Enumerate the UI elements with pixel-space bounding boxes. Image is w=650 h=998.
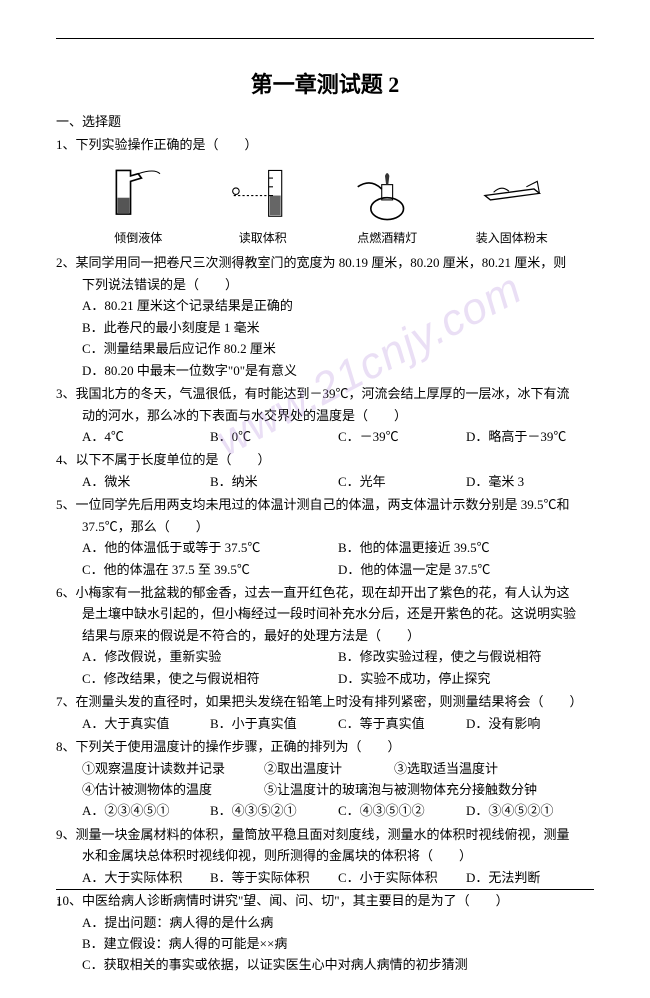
figure-4: 装入固体粉末 [473,165,551,246]
q1-text: 1、下列实验操作正确的是（ ） [56,134,594,155]
q6-opt-d: D．实验不成功，停止探究 [338,668,594,689]
q6-opt-b: B．修改实验过程，使之与假说相符 [338,646,594,667]
q6-row2: C．修改结果，使之与假说相符 D．实验不成功，停止探究 [56,668,594,689]
figure-row: 倾倒液体 读取体积 点燃酒精灯 装入固体粉末 [56,157,594,250]
q8-text: 8、下列关于使用温度计的操作步骤，正确的排列为（ ） [56,736,594,757]
page-title: 第一章测试题 2 [56,67,594,99]
question-10: 10、中医给病人诊断病情时讲究"望、闻、问、切"，其主要目的是为了（ ） A．提… [56,890,594,976]
q8-items2: ④估计被测物体的温度 ⑤让温度计的玻璃泡与被测物体充分接触数分钟 [56,779,594,800]
q6-line1: 6、小梅家有一批盆栽的郁金香，过去一直开红色花，现在却开出了紫色的花，有人认为这 [56,582,594,603]
q2-opt-a: A．80.21 厘米这个记录结果是正确的 [56,295,594,316]
figure-2-label: 读取体积 [239,229,287,246]
figure-3-label: 点燃酒精灯 [357,229,417,246]
q10-opt-c: C．获取相关的事实或依据，以证实医生心中对病人病情的初步猜测 [56,954,594,975]
q4-opt-c: C．光年 [338,471,466,492]
q6-line2: 是土壤中缺水引起的，但小梅经过一段时间补充水分后，还是开紫色的花。这说明实验 [56,603,594,624]
question-5: 5、一位同学先后用两支均未甩过的体温计测自己的体温，两支体温计示数分别是 39.… [56,494,594,580]
q9-opt-c: C．小于实际体积 [338,867,466,888]
question-9: 9、测量一块金属材料的体积，量筒放平稳且面对刻度线，测量水的体积时视线俯视，测量… [56,824,594,888]
q2-opt-d: D．80.20 中最末一位数字"0"是有意义 [56,360,594,381]
q3-options: A．4℃ B．0℃ C．－39℃ D．略高于－39℃ [56,426,594,447]
load-powder-icon [473,165,551,225]
q7-opt-c: C．等于真实值 [338,713,466,734]
figure-4-label: 装入固体粉末 [476,229,548,246]
q4-text: 4、以下不属于长度单位的是（ ） [56,449,594,470]
q2-opt-b: B．此卷尺的最小刻度是 1 毫米 [56,317,594,338]
question-2: 2、某同学用同一把卷尺三次测得教室门的宽度为 80.19 厘米，80.20 厘米… [56,252,594,381]
q5-opt-c: C．他的体温在 37.5 至 39.5℃ [82,559,338,580]
q7-opt-a: A．大于真实值 [82,713,210,734]
light-lamp-icon [348,165,426,225]
q8-opt-c: C．④③⑤①② [338,800,466,821]
page-number: 1 [56,895,62,910]
top-rule [56,38,594,39]
question-7: 7、在测量头发的直径时，如果把头发绕在铅笔上时没有排列紧密，则测量结果将会（ ）… [56,691,594,734]
q3-opt-b: B．0℃ [210,426,338,447]
bottom-rule [56,889,594,890]
question-1: 1、下列实验操作正确的是（ ） [56,134,594,155]
figure-2: 读取体积 [224,165,302,246]
figure-1-label: 倾倒液体 [114,229,162,246]
q5-opt-d: D．他的体温一定是 37.5℃ [338,559,594,580]
q6-opt-a: A．修改假说，重新实验 [82,646,338,667]
q9-opt-b: B．等于实际体积 [210,867,338,888]
q3-opt-d: D．略高于－39℃ [466,426,594,447]
q10-opt-a: A．提出问题：病人得的是什么病 [56,912,594,933]
q3-opt-c: C．－39℃ [338,426,466,447]
q4-opt-b: B．纳米 [210,471,338,492]
q8-items1: ①观察温度计读数并记录 ②取出温度计 ③选取适当温度计 [56,758,594,779]
q9-options: A．大于实际体积 B．等于实际体积 C．小于实际体积 D．无法判断 [56,867,594,888]
q7-opt-b: B．小于真实值 [210,713,338,734]
q4-opt-d: D．毫米 3 [466,471,594,492]
q3-line1: 3、我国北方的冬天，气温很低，有时能达到－39℃，河流会结上厚厚的一层冰，冰下有… [56,383,594,404]
q5-line2: 37.5℃，那么（ ） [56,516,594,537]
figure-1: 倾倒液体 [99,165,177,246]
question-8: 8、下列关于使用温度计的操作步骤，正确的排列为（ ） ①观察温度计读数并记录 ②… [56,736,594,822]
q7-options: A．大于真实值 B．小于真实值 C．等于真实值 D．没有影响 [56,713,594,734]
q3-line2: 动的河水，那么冰的下表面与水交界处的温度是（ ） [56,405,594,426]
question-4: 4、以下不属于长度单位的是（ ） A．微米 B．纳米 C．光年 D．毫米 3 [56,449,594,492]
figure-3: 点燃酒精灯 [348,165,426,246]
q9-line2: 水和金属块总体积时视线仰视，则所测得的金属块的体积将（ ） [56,845,594,866]
q2-line2: 下列说法错误的是（ ） [56,274,594,295]
q8-options: A．②③④⑤① B．④③⑤②① C．④③⑤①② D．③④⑤②① [56,800,594,821]
q8-opt-a: A．②③④⑤① [82,800,210,821]
q7-text: 7、在测量头发的直径时，如果把头发绕在铅笔上时没有排列紧密，则测量结果将会（ ） [56,691,594,712]
pour-liquid-icon [99,165,177,225]
q6-line3: 结果与原来的假说是不符合的，最好的处理方法是（ ） [56,625,594,646]
q2-line1: 2、某同学用同一把卷尺三次测得教室门的宽度为 80.19 厘米，80.20 厘米… [56,252,594,273]
q5-line1: 5、一位同学先后用两支均未甩过的体温计测自己的体温，两支体温计示数分别是 39.… [56,494,594,515]
q6-row1: A．修改假说，重新实验 B．修改实验过程，使之与假说相符 [56,646,594,667]
q5-row1: A．他的体温低于或等于 37.5℃ B．他的体温更接近 39.5℃ [56,537,594,558]
q8-opt-b: B．④③⑤②① [210,800,338,821]
q9-opt-a: A．大于实际体积 [82,867,210,888]
section-header: 一、选择题 [56,111,594,130]
question-6: 6、小梅家有一批盆栽的郁金香，过去一直开红色花，现在却开出了紫色的花，有人认为这… [56,582,594,689]
q3-opt-a: A．4℃ [82,426,210,447]
q10-opt-b: B．建立假设：病人得的可能是××病 [56,933,594,954]
q9-opt-d: D．无法判断 [466,867,594,888]
q5-row2: C．他的体温在 37.5 至 39.5℃ D．他的体温一定是 37.5℃ [56,559,594,580]
question-3: 3、我国北方的冬天，气温很低，有时能达到－39℃，河流会结上厚厚的一层冰，冰下有… [56,383,594,447]
q5-opt-a: A．他的体温低于或等于 37.5℃ [82,537,338,558]
q4-opt-a: A．微米 [82,471,210,492]
q7-opt-d: D．没有影响 [466,713,594,734]
q5-opt-b: B．他的体温更接近 39.5℃ [338,537,594,558]
q9-line1: 9、测量一块金属材料的体积，量筒放平稳且面对刻度线，测量水的体积时视线俯视，测量 [56,824,594,845]
q4-options: A．微米 B．纳米 C．光年 D．毫米 3 [56,471,594,492]
q2-opt-c: C．测量结果最后应记作 80.2 厘米 [56,338,594,359]
q6-opt-c: C．修改结果，使之与假说相符 [82,668,338,689]
q10-text: 10、中医给病人诊断病情时讲究"望、闻、问、切"，其主要目的是为了（ ） [56,890,594,911]
q8-opt-d: D．③④⑤②① [466,800,594,821]
read-volume-icon [224,165,302,225]
